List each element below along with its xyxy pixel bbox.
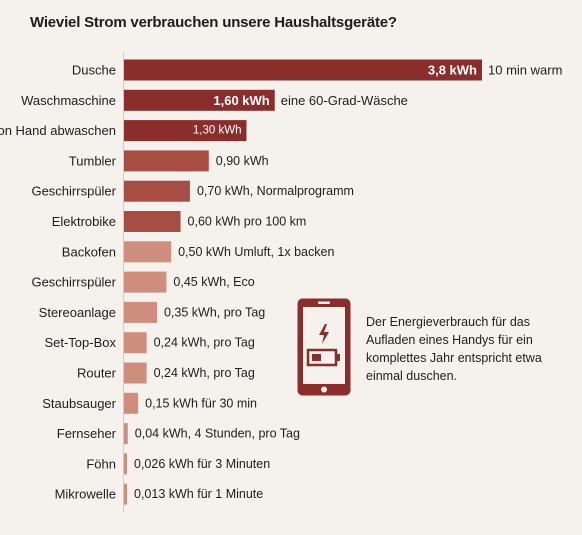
data-label: 0,60 kWh pro 100 km bbox=[188, 215, 307, 229]
data-label: 0,50 kWh Umluft, 1x backen bbox=[178, 245, 334, 259]
bar-router bbox=[124, 362, 147, 384]
bar-geschirrspueler bbox=[124, 271, 167, 293]
bar-waschmaschine bbox=[124, 89, 275, 111]
info-text: Der Energieverbrauch für das Aufladen ei… bbox=[366, 315, 542, 383]
category-label-elektrobike: Elektrobike bbox=[52, 214, 116, 229]
bar-geschirrspueler bbox=[124, 180, 190, 202]
data-label: 0,24 kWh, pro Tag bbox=[154, 366, 255, 380]
data-label: 1,60 kWh bbox=[213, 93, 269, 108]
bar-dusche bbox=[124, 59, 482, 81]
bar-staubsauger bbox=[124, 392, 139, 414]
annotation: 10 min warm bbox=[488, 63, 562, 78]
data-label: 0,04 kWh, 4 Stunden, pro Tag bbox=[135, 427, 300, 441]
bar-foehn bbox=[124, 453, 127, 475]
bar-backofen bbox=[124, 241, 172, 263]
category-label-set-top-box: Set-Top-Box bbox=[44, 335, 116, 350]
data-label: 0,15 kWh für 30 min bbox=[145, 396, 257, 410]
category-label-fernseher: Fernseher bbox=[57, 426, 117, 441]
bar-tumbler bbox=[124, 150, 209, 172]
data-label: 3,8 kWh bbox=[428, 63, 477, 78]
category-label-tumbler: Tumbler bbox=[69, 153, 117, 168]
category-label-dusche: Dusche bbox=[72, 63, 116, 78]
data-label: 0,24 kWh, pro Tag bbox=[154, 336, 255, 350]
data-label: 0,026 kWh für 3 Minuten bbox=[134, 457, 270, 471]
category-label-waschmaschine: Waschmaschine bbox=[21, 93, 116, 108]
bar-von-hand-abwaschen bbox=[124, 120, 247, 142]
data-label: 1,30 kWh bbox=[193, 125, 242, 137]
chart-title: Wieviel Strom verbrauchen unsere Haushal… bbox=[30, 14, 397, 31]
category-label-mikrowelle: Mikrowelle bbox=[55, 487, 116, 502]
bar-elektrobike bbox=[124, 211, 181, 232]
bar-stereoanlage bbox=[124, 301, 157, 323]
bar-fernseher bbox=[124, 423, 128, 445]
data-label: 0,013 kWh für 1 Minute bbox=[134, 487, 263, 501]
category-label-foehn: Föhn bbox=[86, 456, 116, 471]
annotation: eine 60-Grad-Wäsche bbox=[281, 93, 408, 108]
data-label: 0,45 kWh, Eco bbox=[173, 275, 254, 289]
category-label-router: Router bbox=[77, 366, 117, 381]
data-label: 0,90 kWh bbox=[216, 154, 269, 168]
category-label-stereoanlage: Stereoanlage bbox=[39, 305, 116, 320]
category-label-staubsauger: Staubsauger bbox=[42, 396, 116, 411]
bar-mikrowelle bbox=[124, 483, 127, 505]
data-label: 0,70 kWh, Normalprogramm bbox=[197, 184, 354, 198]
bar-set-top-box bbox=[124, 332, 147, 354]
info-box: Der Energieverbrauch für das Aufladen ei… bbox=[296, 297, 576, 397]
category-label-geschirrspueler: Geschirrspüler bbox=[31, 184, 116, 199]
category-label-backofen: Backofen bbox=[62, 244, 116, 259]
phone-battery-charging-icon bbox=[297, 298, 351, 396]
category-label-von-hand-abwaschen: Von Hand abwaschen bbox=[0, 123, 116, 138]
data-label: 0,35 kWh, pro Tag bbox=[164, 305, 265, 319]
category-label-geschirrspueler: Geschirrspüler bbox=[31, 275, 116, 290]
